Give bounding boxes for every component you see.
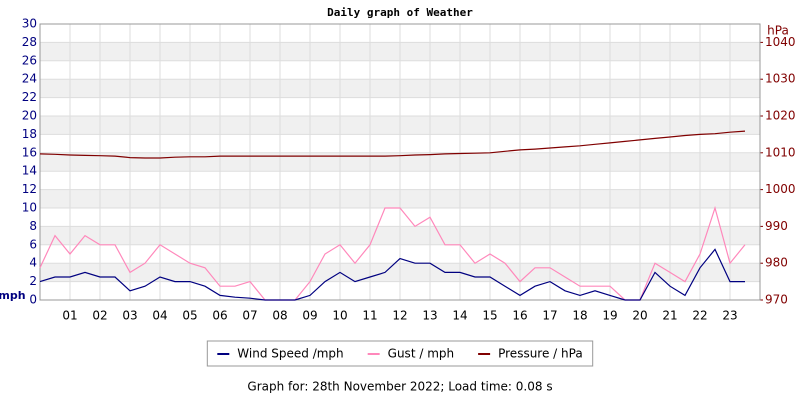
y-tick-label: 0 <box>29 293 37 307</box>
x-tick-label: 20 <box>632 309 647 323</box>
y-tick-label: 28 <box>22 35 37 49</box>
x-tick-label: 02 <box>92 309 107 323</box>
x-tick-label: 04 <box>152 309 167 323</box>
x-tick-label: 13 <box>422 309 437 323</box>
y2-tick-label: 1000 <box>765 182 796 196</box>
x-tick-label: 16 <box>512 309 527 323</box>
x-tick-label: 12 <box>392 309 407 323</box>
y-tick-label: 4 <box>29 256 37 270</box>
y-tick-label: 12 <box>22 182 37 196</box>
chart-title: Daily graph of Weather <box>327 6 473 19</box>
x-tick-label: 19 <box>602 309 617 323</box>
x-tick-label: 03 <box>122 309 137 323</box>
x-tick-label: 09 <box>302 309 317 323</box>
y2-tick-label: 1020 <box>765 109 796 123</box>
plot-border <box>39 23 761 301</box>
y-tick-label: 30 <box>22 17 37 31</box>
y2-tick-label: 980 <box>765 256 788 270</box>
y2-axis-title: hPa <box>767 24 789 38</box>
y2-tick-label: 1040 <box>765 35 796 49</box>
x-tick-label: 06 <box>212 309 227 323</box>
x-tick-label: 07 <box>242 309 257 323</box>
y-tick-label: 24 <box>22 72 37 86</box>
x-tick-label: 01 <box>62 309 77 323</box>
x-tick-label: 22 <box>692 309 707 323</box>
x-tick-label: 18 <box>572 309 587 323</box>
legend-label: Pressure / hPa <box>498 347 583 361</box>
y2-tick-label: 990 <box>765 219 788 233</box>
y-axis-title: mph <box>0 289 26 302</box>
y-tick-label: 2 <box>29 274 37 288</box>
y-tick-label: 20 <box>22 109 37 123</box>
y2-tick-label: 1010 <box>765 145 796 159</box>
x-tick-label: 10 <box>332 309 347 323</box>
footer: Graph for: 28th November 2022; Load time… <box>247 380 552 394</box>
legend-box <box>206 340 594 367</box>
y-tick-label: 26 <box>22 53 37 67</box>
y-tick-label: 16 <box>22 145 37 159</box>
x-tick-label: 17 <box>542 309 557 323</box>
y-tick-label: 18 <box>22 127 37 141</box>
series-line <box>39 130 746 159</box>
legend-label: Gust / mph <box>388 347 454 361</box>
x-tick-label: 11 <box>362 309 377 323</box>
y-tick-label: 22 <box>22 90 37 104</box>
y-tick-label: 8 <box>29 219 37 233</box>
x-tick-label: 23 <box>722 309 737 323</box>
series-line <box>39 248 745 301</box>
y2-tick-label: 970 <box>765 293 788 307</box>
legend-label: Wind Speed /mph <box>237 347 343 361</box>
x-tick-label: 14 <box>452 309 467 323</box>
x-tick-label: 15 <box>482 309 497 323</box>
x-tick-label: 08 <box>272 309 287 323</box>
y2-tick-label: 1030 <box>765 72 796 86</box>
y-tick-label: 14 <box>22 164 37 178</box>
x-tick-label: 05 <box>182 309 197 323</box>
x-tick-label: 21 <box>662 309 677 323</box>
y-tick-label: 6 <box>29 237 37 251</box>
y-tick-label: 10 <box>22 201 37 215</box>
